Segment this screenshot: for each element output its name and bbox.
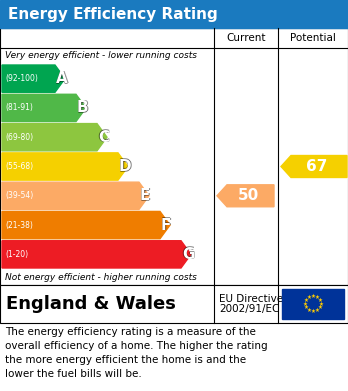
Polygon shape bbox=[2, 94, 86, 122]
Text: E: E bbox=[140, 189, 150, 204]
Bar bbox=[282, 289, 344, 319]
Text: G: G bbox=[182, 247, 195, 262]
Text: B: B bbox=[77, 101, 89, 116]
Text: The energy efficiency rating is a measure of the
overall efficiency of a home. T: The energy efficiency rating is a measur… bbox=[5, 327, 268, 379]
Text: ★: ★ bbox=[304, 298, 309, 303]
Text: England & Wales: England & Wales bbox=[6, 295, 176, 313]
Text: E: E bbox=[140, 188, 150, 203]
Text: Not energy efficient - higher running costs: Not energy efficient - higher running co… bbox=[5, 273, 197, 282]
Text: B: B bbox=[77, 100, 89, 115]
Text: G: G bbox=[182, 247, 194, 262]
Text: ★: ★ bbox=[310, 294, 315, 299]
Text: D: D bbox=[119, 159, 131, 174]
Text: ★: ★ bbox=[307, 295, 311, 300]
Text: D: D bbox=[119, 160, 132, 174]
Text: C: C bbox=[97, 130, 109, 145]
Text: A: A bbox=[56, 71, 68, 86]
Polygon shape bbox=[2, 65, 65, 92]
Text: F: F bbox=[161, 217, 171, 233]
Text: ★: ★ bbox=[317, 298, 322, 303]
Polygon shape bbox=[2, 182, 149, 210]
Polygon shape bbox=[2, 124, 107, 151]
Text: D: D bbox=[119, 159, 132, 174]
Text: D: D bbox=[119, 159, 132, 174]
Text: Energy Efficiency Rating: Energy Efficiency Rating bbox=[8, 7, 218, 22]
Text: C: C bbox=[98, 130, 109, 145]
Text: 2002/91/EC: 2002/91/EC bbox=[219, 304, 279, 314]
Text: ★: ★ bbox=[303, 301, 308, 307]
Text: C: C bbox=[98, 130, 109, 145]
Text: ★: ★ bbox=[310, 309, 315, 314]
Text: A: A bbox=[56, 72, 68, 87]
Text: A: A bbox=[56, 71, 68, 86]
Polygon shape bbox=[2, 212, 170, 239]
Text: ★: ★ bbox=[317, 305, 322, 310]
Text: (81-91): (81-91) bbox=[5, 104, 33, 113]
Text: (39-54): (39-54) bbox=[5, 191, 33, 200]
Polygon shape bbox=[2, 241, 191, 268]
Text: Very energy efficient - lower running costs: Very energy efficient - lower running co… bbox=[5, 50, 197, 59]
Text: EU Directive: EU Directive bbox=[219, 294, 283, 304]
Text: ★: ★ bbox=[315, 308, 319, 313]
Text: Potential: Potential bbox=[290, 33, 336, 43]
Text: 50: 50 bbox=[238, 188, 259, 203]
Bar bbox=[0, 0, 348, 28]
Text: B: B bbox=[77, 100, 88, 115]
Text: E: E bbox=[140, 188, 150, 203]
Polygon shape bbox=[2, 153, 128, 180]
Text: (1-20): (1-20) bbox=[5, 250, 28, 259]
Text: (55-68): (55-68) bbox=[5, 162, 33, 171]
Text: D: D bbox=[119, 158, 132, 174]
Text: F: F bbox=[161, 218, 171, 233]
Text: A: A bbox=[56, 71, 68, 86]
Text: ★: ★ bbox=[318, 301, 323, 307]
Text: F: F bbox=[160, 217, 171, 233]
Text: E: E bbox=[140, 188, 150, 203]
Text: 67: 67 bbox=[306, 159, 328, 174]
Text: F: F bbox=[161, 217, 171, 232]
Text: E: E bbox=[141, 188, 151, 203]
Text: C: C bbox=[98, 130, 110, 145]
Text: G: G bbox=[182, 248, 195, 262]
Text: (21-38): (21-38) bbox=[5, 221, 33, 230]
Text: G: G bbox=[182, 246, 195, 261]
Text: A: A bbox=[55, 71, 67, 86]
Text: B: B bbox=[78, 100, 89, 115]
Text: G: G bbox=[182, 247, 195, 262]
Polygon shape bbox=[217, 185, 274, 207]
Text: (92-100): (92-100) bbox=[5, 74, 38, 83]
Polygon shape bbox=[281, 156, 347, 178]
Text: B: B bbox=[77, 100, 89, 115]
Text: ★: ★ bbox=[307, 308, 311, 313]
Text: C: C bbox=[98, 129, 109, 144]
Text: Current: Current bbox=[226, 33, 266, 43]
Text: F: F bbox=[161, 217, 172, 233]
Bar bbox=[0, 285, 348, 323]
Text: ★: ★ bbox=[304, 305, 309, 310]
Bar bbox=[0, 28, 348, 285]
Text: (69-80): (69-80) bbox=[5, 133, 33, 142]
Text: ★: ★ bbox=[315, 295, 319, 300]
